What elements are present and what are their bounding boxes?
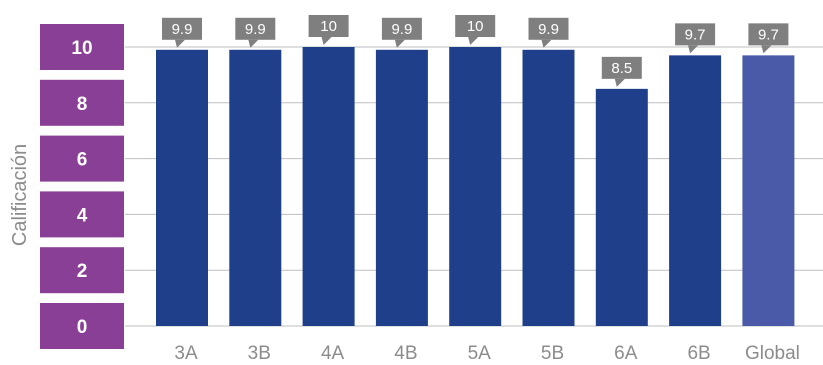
data-label-pointer-5B	[541, 39, 552, 48]
x-tick-label-Global: Global	[745, 343, 800, 364]
bar-Global	[742, 55, 795, 327]
bar-4A	[302, 47, 355, 326]
data-label-text-6A: 8.5	[611, 60, 632, 77]
bar-6A	[595, 88, 648, 326]
x-tick-label-4A: 4A	[321, 343, 345, 364]
bar-5A	[449, 47, 502, 326]
x-tick-label-4B: 4B	[394, 343, 417, 364]
data-label-box-5B	[528, 17, 569, 40]
data-label-text-4B: 9.9	[391, 21, 412, 38]
data-label-box-3A	[162, 17, 202, 40]
y-tick-box-4	[40, 79, 124, 126]
y-tick-label-5: 10	[71, 38, 92, 59]
data-label-text-5A: 10	[467, 18, 484, 35]
x-tick-label-6B: 6B	[687, 343, 710, 364]
data-label-text-4A: 10	[320, 18, 337, 35]
y-tick-box-3	[40, 135, 124, 182]
data-label-text-6B: 9.7	[685, 26, 706, 43]
bar-6B	[669, 55, 722, 327]
data-label-6A: 8.5	[601, 56, 642, 87]
data-label-box-3B	[235, 17, 276, 40]
data-label-box-5A	[455, 15, 496, 37]
y-tick-box-0	[40, 303, 124, 349]
y-axis-label: Calificación	[9, 144, 31, 246]
y-tick-label-3: 6	[77, 150, 88, 171]
y-tick-box-1	[40, 247, 124, 294]
data-label-box-4A	[308, 15, 349, 37]
data-label-4A: 10	[308, 15, 349, 45]
bar-4B	[375, 49, 428, 326]
x-tick-label-5A: 5A	[468, 343, 492, 364]
data-label-box-6B	[675, 23, 716, 46]
y-tick-label-4: 8	[77, 94, 88, 115]
data-label-5A: 10	[455, 15, 496, 45]
data-label-box-6A	[601, 56, 642, 79]
data-label-text-3A: 9.9	[172, 21, 193, 38]
y-tick-box-5	[40, 24, 124, 70]
y-tick-box-2	[40, 191, 124, 238]
bar-3A	[156, 49, 208, 326]
data-label-pointer-4B	[394, 39, 405, 48]
x-axis-ticks: 3A 3B 4A 4B 5A 5B 6A 6B Global	[174, 343, 799, 364]
data-label-text-3B: 9.9	[245, 21, 266, 38]
data-label-text-Global: 9.7	[758, 26, 779, 43]
data-labels: 9.9 9.9 10 9.9 10 9.9 8.5 9.7 9.7	[162, 15, 789, 87]
bars	[156, 47, 795, 327]
y-axis-ticks: 0 2 4 6 8 10	[40, 24, 124, 349]
data-label-pointer-5A	[468, 37, 479, 45]
data-label-pointer-3A	[175, 39, 185, 48]
data-label-3A: 9.9	[162, 17, 202, 48]
y-tick-label-1: 2	[77, 261, 88, 282]
x-tick-label-3B: 3B	[248, 343, 271, 364]
data-label-3B: 9.9	[235, 17, 276, 48]
x-tick-label-3A: 3A	[174, 343, 198, 364]
data-label-5B: 9.9	[528, 17, 569, 48]
data-label-Global: 9.7	[748, 23, 789, 54]
data-label-box-4B	[381, 17, 422, 40]
data-label-pointer-6A	[614, 78, 625, 87]
data-label-box-Global	[748, 23, 789, 46]
data-label-pointer-6B	[688, 45, 699, 54]
y-tick-label-0: 0	[77, 317, 88, 338]
x-tick-label-6A: 6A	[614, 343, 638, 364]
data-label-pointer-3B	[248, 39, 259, 48]
bar-5B	[522, 49, 575, 326]
data-label-pointer-Global	[761, 45, 772, 54]
data-label-text-5B: 9.9	[538, 21, 559, 38]
data-label-pointer-4A	[321, 37, 332, 45]
data-label-6B: 9.7	[675, 23, 716, 54]
data-label-4B: 9.9	[381, 17, 422, 48]
x-tick-label-5B: 5B	[541, 343, 564, 364]
y-tick-label-2: 4	[77, 205, 88, 226]
bar-3B	[229, 49, 282, 326]
